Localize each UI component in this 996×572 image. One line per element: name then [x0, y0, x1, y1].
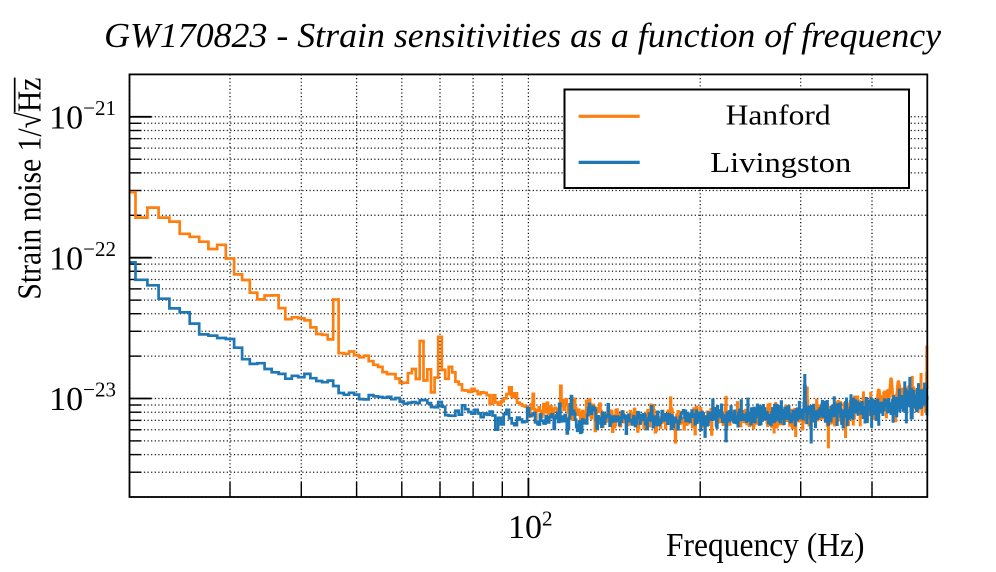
svg-text:10−22: 10−22 [49, 237, 116, 278]
svg-text:Frequency (Hz): Frequency (Hz) [666, 527, 865, 564]
svg-text:Strain noise 1/√Hz: Strain noise 1/√Hz [12, 78, 49, 300]
svg-text:10−23: 10−23 [49, 378, 116, 419]
svg-text:Hanford: Hanford [726, 99, 832, 131]
svg-text:102: 102 [508, 507, 553, 547]
svg-text:10−21: 10−21 [49, 96, 116, 137]
svg-text:GW170823 - Strain sensitivitie: GW170823 - Strain sensitivities as a fun… [104, 16, 941, 55]
svg-text:Livingston: Livingston [710, 147, 852, 179]
